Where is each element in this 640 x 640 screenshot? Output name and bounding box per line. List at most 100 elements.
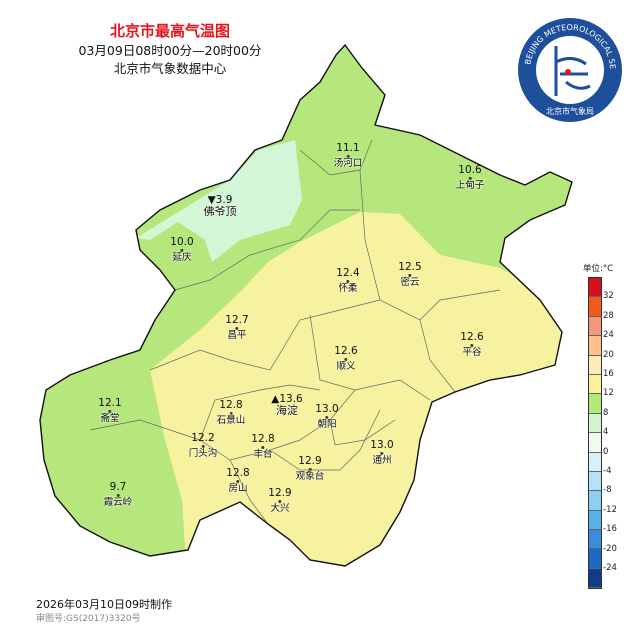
station-dot xyxy=(261,445,265,449)
station-value: 12.6 xyxy=(460,331,484,343)
station-value: 12.7 xyxy=(225,314,249,326)
station-value: 12.4 xyxy=(336,267,360,279)
station-marker: 12.4 怀柔 xyxy=(336,268,359,293)
station-value: 10.6 xyxy=(458,164,482,176)
station-min-marker: ▼3.9 佛爷顶 xyxy=(204,195,237,217)
legend-bin xyxy=(589,278,601,298)
legend-bin xyxy=(589,452,601,472)
station-name: 霞云岭 xyxy=(103,496,133,508)
station-marker: 12.2 门头沟 xyxy=(189,433,218,458)
station-dot xyxy=(278,499,282,503)
legend-tick-label: -4 xyxy=(603,466,612,476)
station-marker: 12.6 平谷 xyxy=(460,332,483,357)
legend-tick-label: 8 xyxy=(603,407,609,418)
district-boundary xyxy=(89,384,321,441)
station-dot xyxy=(201,444,205,448)
station-value: 12.8 xyxy=(226,467,250,479)
svg-text:北京市气象局: 北京市气象局 xyxy=(546,106,594,116)
station-name: 平谷 xyxy=(462,346,482,358)
legend-bin xyxy=(589,394,601,414)
station-value: 12.6 xyxy=(334,345,358,357)
station-name: 观象台 xyxy=(295,470,325,482)
station-max-marker: ▲13.6 海淀 xyxy=(271,394,302,416)
station-marker: 12.9 大兴 xyxy=(268,488,291,513)
map-title: 北京市最高气温图 xyxy=(109,22,230,40)
station-value: 9.7 xyxy=(109,481,127,493)
station-name: 昌平 xyxy=(227,329,247,341)
station-value: 13.0 xyxy=(315,403,339,415)
station-marker: 12.8 石景山 xyxy=(217,400,246,425)
district-boundary xyxy=(299,139,373,176)
station-dot xyxy=(380,451,384,455)
map-approval-number: 审图号:GS(2017)3320号 xyxy=(36,614,141,624)
station-marker: 12.6 顺义 xyxy=(334,346,357,371)
station-marker: 12.8 丰台 xyxy=(251,434,274,459)
station-marker: 13.0 通州 xyxy=(370,440,393,465)
station-name: 汤河口 xyxy=(333,157,363,169)
station-dot xyxy=(346,279,350,283)
district-boundary xyxy=(149,299,381,371)
station-name: 门头沟 xyxy=(188,447,218,459)
legend-bin xyxy=(589,316,601,337)
legend-tick-label: -24 xyxy=(603,563,617,573)
legend-tick-label: 32 xyxy=(603,291,614,302)
legend-tick-label: 12 xyxy=(603,388,614,399)
legend-bin xyxy=(589,549,601,569)
station-value: 11.1 xyxy=(336,142,360,154)
district-boundary xyxy=(229,459,269,525)
legend-bin xyxy=(589,433,601,453)
district-boundary xyxy=(419,319,456,393)
district-boundary xyxy=(329,419,396,446)
legend-tick-label: 24 xyxy=(603,330,614,341)
data-source: 北京市气象数据中心 xyxy=(113,61,227,76)
station-dot xyxy=(236,479,240,483)
legend-tick-label: -8 xyxy=(603,485,612,496)
district-boundary xyxy=(199,389,356,461)
legend-unit: 单位:°C xyxy=(583,264,614,274)
legend-tick-label: -16 xyxy=(603,524,617,535)
station-name: 密云 xyxy=(400,276,420,288)
station-dot xyxy=(470,343,474,347)
station-name: 石景山 xyxy=(216,414,246,426)
station-dot xyxy=(325,415,329,419)
station-name: 通州 xyxy=(372,454,392,466)
legend-tick-label: -12 xyxy=(603,504,617,515)
station-marker: 12.7 昌平 xyxy=(225,315,248,340)
station-name: 怀柔 xyxy=(338,282,358,294)
station-name: 房山 xyxy=(228,482,248,494)
station-value: ▲13.6 xyxy=(271,393,303,405)
legend-bin xyxy=(589,374,601,395)
station-value: 12.5 xyxy=(398,261,422,273)
legend-bin xyxy=(589,413,601,434)
station-value: 12.9 xyxy=(298,455,322,467)
district-boundary xyxy=(269,409,381,471)
legend-bin xyxy=(589,510,601,531)
district-boundary xyxy=(359,169,501,321)
legend-bin xyxy=(589,471,601,492)
legend-bin xyxy=(589,491,601,511)
station-marker: 12.9 观象台 xyxy=(296,456,325,481)
station-name: 延庆 xyxy=(172,251,192,263)
station-dot xyxy=(180,248,184,252)
station-marker: 9.7 霞云岭 xyxy=(104,482,133,507)
station-marker: 12.8 房山 xyxy=(226,468,249,493)
legend-tick-label: 28 xyxy=(603,310,614,321)
station-dot xyxy=(408,273,412,277)
zone-0-4 xyxy=(136,140,302,262)
station-name: 丰台 xyxy=(253,448,273,460)
beijing-boundary xyxy=(39,43,573,567)
station-dot xyxy=(116,493,120,497)
station-marker: 10.0 延庆 xyxy=(170,237,193,262)
district-boundary xyxy=(174,209,360,291)
legend-bin xyxy=(589,297,601,317)
station-value: 12.8 xyxy=(251,433,275,445)
beijing-meteorological-service-logo: BEIJING METEOROLOGICAL SERVICE 北京市气象局 xyxy=(516,16,622,122)
production-time: 2026年03月10日09时制作 xyxy=(36,598,172,611)
station-dot xyxy=(344,357,348,361)
station-value: 10.0 xyxy=(170,236,194,248)
station-value: 12.9 xyxy=(268,487,292,499)
station-name: 朝阳 xyxy=(317,418,337,430)
station-name: 上甸子 xyxy=(455,179,485,191)
